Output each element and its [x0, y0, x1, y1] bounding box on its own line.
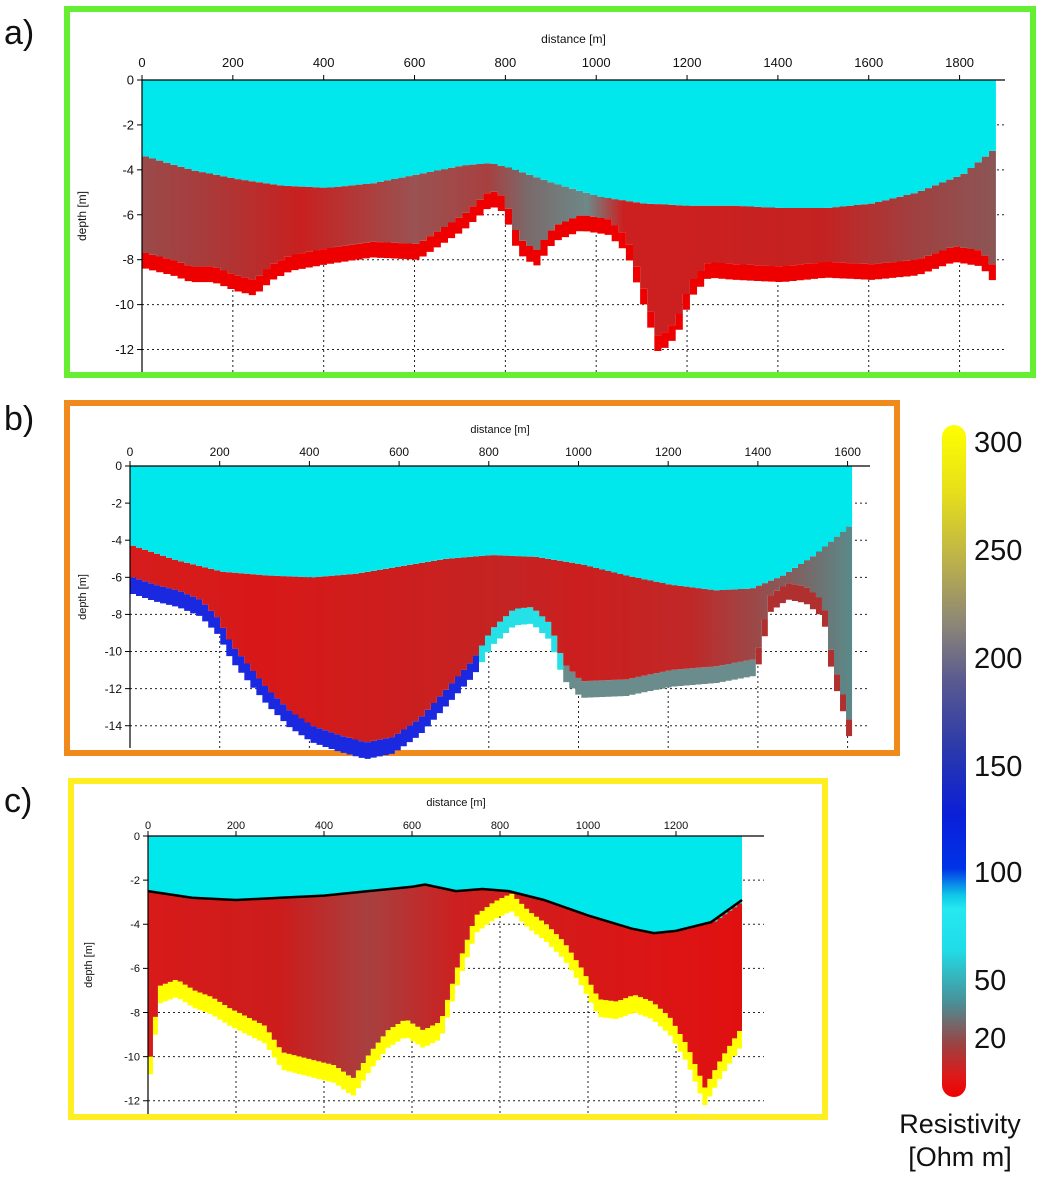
- panel-c-chart: 0 200 400 600 800 1000 1200 0 -2 -4 -6 -8 -10 -12 dist…: [83, 797, 764, 1114]
- x-tick-label-b-7: 1400: [745, 445, 772, 459]
- water-layer-c: [148, 836, 742, 933]
- y-tick-label-b-5: -10: [105, 645, 123, 659]
- x-tick-label-c-4: 800: [491, 820, 509, 832]
- x-tick-label-a-3: 600: [404, 55, 426, 70]
- colorbar-tick-150: 150: [974, 751, 1023, 783]
- colorbar-title-line2: [Ohm m]: [908, 1142, 1012, 1172]
- colorbar-title: Resistivity [Ohm m]: [880, 1108, 1040, 1174]
- colorbar-tick-100: 100: [974, 857, 1023, 889]
- water-layer-b: [130, 466, 853, 591]
- x-tick-label-c-0: 0: [145, 820, 151, 832]
- panel-label-b: b): [4, 400, 35, 438]
- y-tick-label-b-4: -8: [111, 608, 122, 622]
- panel-b-chart: 0 200 400 600 800 1000 1200 1400 1600 0 -2 -4 -6 -8 -1…: [77, 424, 870, 759]
- panel-c-frame: 0 200 400 600 800 1000 1200 0 -2 -4 -6 -8 -10 -12 dist…: [68, 778, 828, 1120]
- y-tick-label-c-4: -8: [130, 1007, 140, 1019]
- colorbar-title-line1: Resistivity: [899, 1109, 1021, 1139]
- y-tick-label-c-6: -12: [124, 1096, 140, 1108]
- x-tick-label-a-9: 1800: [945, 55, 974, 70]
- x-tick-label-b-5: 1000: [565, 445, 592, 459]
- y-tick-label-c-2: -4: [130, 919, 140, 931]
- x-tick-label-b-1: 200: [210, 445, 230, 459]
- x-tick-label-c-6: 1200: [664, 820, 688, 832]
- y-tick-label-c-5: -10: [124, 1051, 140, 1063]
- y-axis-label-a: depth [m]: [75, 191, 89, 241]
- panel-a-chart: 0 200 400 600 800 1000 1200 1400 1600 1800 0 -2 -4 -6…: [75, 32, 1005, 372]
- y-tick-label-b-3: -6: [111, 571, 122, 585]
- x-tick-label-a-0: 0: [138, 55, 145, 70]
- panel-a-frame: 0 200 400 600 800 1000 1200 1400 1600 1800 0 -2 -4 -6…: [64, 6, 1036, 378]
- x-tick-label-a-4: 800: [495, 55, 517, 70]
- x-tick-label-a-5: 1000: [582, 55, 611, 70]
- sediment-layer-a: [142, 145, 996, 336]
- y-tick-label-c-1: -2: [130, 875, 140, 887]
- base-band-b-0: [130, 577, 479, 759]
- panel-b-frame: 0 200 400 600 800 1000 1200 1400 1600 0 -2 -4 -6 -8 -1…: [64, 400, 900, 759]
- x-tick-label-b-2: 400: [299, 445, 319, 459]
- y-tick-label-a-1: -2: [122, 117, 134, 132]
- panel-label-a: a): [4, 14, 35, 52]
- x-tick-label-c-2: 400: [315, 820, 333, 832]
- x-tick-label-b-3: 600: [389, 445, 409, 459]
- colorbar-tick-20: 20: [974, 1023, 1007, 1055]
- sediment-layer-b: [130, 525, 853, 743]
- y-tick-label-a-2: -4: [122, 162, 134, 177]
- y-tick-label-a-3: -6: [122, 207, 134, 222]
- y-tick-label-a-0: 0: [127, 73, 134, 88]
- colorbar-legend: 300 250 200 150 100 50 20: [940, 425, 1040, 1105]
- colorbar-tick-250: 250: [974, 535, 1023, 567]
- base-band-b-1: [478, 607, 564, 683]
- x-tick-label-b-0: 0: [127, 445, 134, 459]
- x-tick-label-b-8: 1600: [834, 445, 861, 459]
- x-tick-label-a-7: 1400: [763, 55, 792, 70]
- y-tick-label-a-4: -8: [122, 252, 134, 267]
- colorbar-gradient: [942, 425, 966, 1097]
- colorbar-tick-200: 200: [974, 643, 1023, 675]
- x-tick-label-a-2: 400: [313, 55, 335, 70]
- y-tick-label-a-6: -12: [115, 342, 134, 357]
- x-tick-label-a-1: 200: [222, 55, 244, 70]
- x-tick-label-b-6: 1200: [655, 445, 682, 459]
- x-tick-label-a-6: 1200: [673, 55, 702, 70]
- x-tick-label-c-1: 200: [227, 820, 245, 832]
- y-tick-label-b-2: -4: [111, 533, 122, 547]
- x-axis-label-b: distance [m]: [470, 424, 529, 436]
- sediment-layer-c: [148, 884, 742, 1088]
- water-layer-a: [142, 80, 996, 209]
- x-axis-label-c: distance [m]: [426, 797, 485, 809]
- y-tick-label-b-7: -14: [105, 719, 123, 733]
- colorbar-tick-300: 300: [974, 427, 1023, 459]
- base-band-a: [142, 191, 996, 352]
- x-axis-label-a: distance [m]: [541, 32, 606, 46]
- panel-label-c: c): [4, 782, 33, 820]
- y-axis-label-c: depth [m]: [83, 942, 95, 988]
- water-sediment-interface-line: [147, 883, 743, 935]
- y-tick-label-b-6: -12: [105, 682, 123, 696]
- x-tick-label-c-5: 1000: [576, 820, 600, 832]
- x-tick-label-a-8: 1600: [854, 55, 883, 70]
- x-tick-label-c-3: 600: [403, 820, 421, 832]
- y-axis-label-b: depth [m]: [77, 574, 89, 620]
- y-tick-label-a-5: -10: [115, 297, 134, 312]
- y-tick-label-c-0: 0: [134, 831, 140, 843]
- y-tick-label-b-0: 0: [115, 459, 122, 473]
- y-tick-label-c-3: -6: [130, 963, 140, 975]
- colorbar-tick-50: 50: [974, 965, 1007, 997]
- x-tick-label-b-4: 800: [479, 445, 499, 459]
- y-tick-label-b-1: -2: [111, 496, 122, 510]
